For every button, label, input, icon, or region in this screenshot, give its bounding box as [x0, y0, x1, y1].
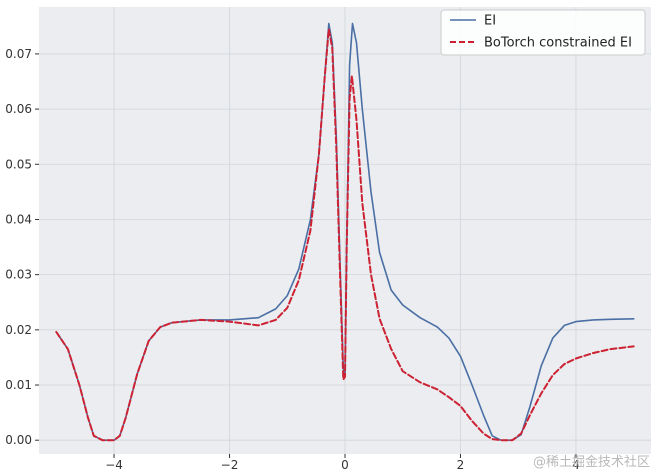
y-tick-label: 0.01 [5, 378, 32, 392]
y-tick-label: 0.07 [5, 47, 32, 61]
data-series [55, 22, 635, 442]
legend-box [440, 9, 646, 56]
x-tick-label: −4 [105, 458, 123, 472]
watermark: @稀土掘金技术社区 [533, 454, 650, 470]
x-tick-label: 0 [341, 458, 349, 472]
x-tick-label: 2 [457, 458, 465, 472]
series-line-botorch-constrained-ei [55, 28, 635, 442]
grid-lines [39, 7, 651, 454]
legend-label-botorch: BoTorch constrained EI [484, 36, 632, 51]
legend-label-ei: EI [484, 14, 496, 29]
legend: EI BoTorch constrained EI [440, 9, 646, 56]
x-tick-label: −2 [221, 458, 239, 472]
y-tick-label: 0.05 [5, 157, 32, 171]
y-tick-label: 0.02 [5, 323, 32, 337]
axis-ticks: −4 −2 0 2 4 0.00 0.01 0.02 0.03 0.04 0.05 0.06 0.07 [5, 47, 579, 472]
x-tick-label: 4 [572, 458, 580, 472]
y-tick-label: 0.00 [5, 433, 32, 447]
y-tick-label: 0.03 [5, 268, 32, 282]
y-tick-label: 0.04 [5, 212, 32, 226]
y-tick-label: 0.06 [5, 102, 32, 116]
